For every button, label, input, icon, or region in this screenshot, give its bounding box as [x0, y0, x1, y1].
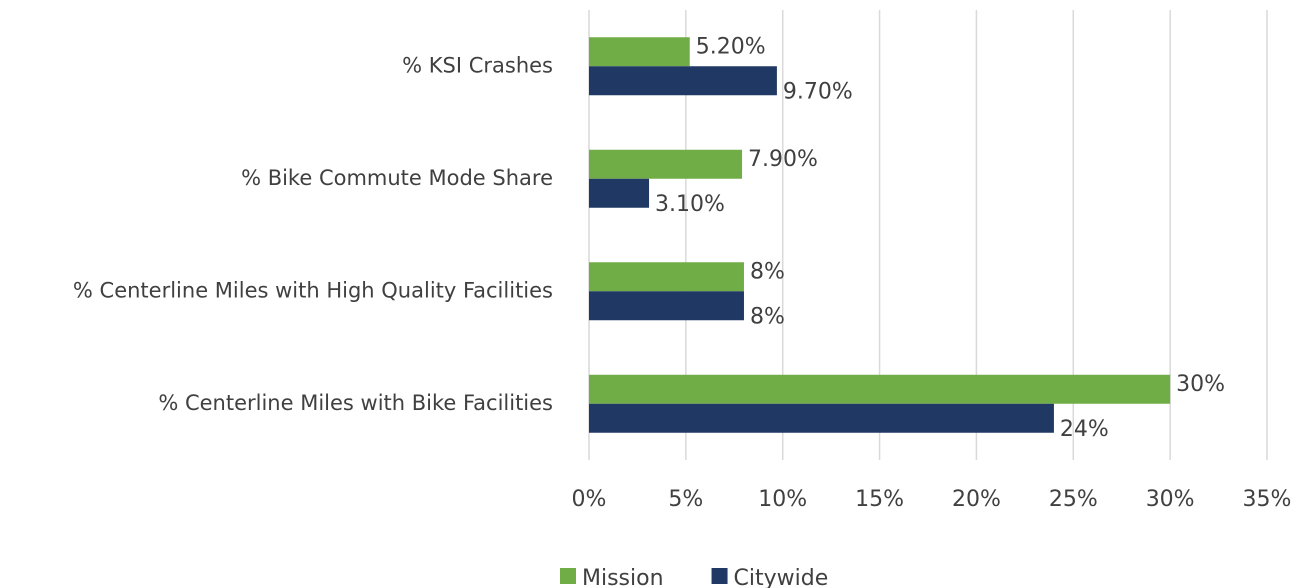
bar — [589, 149, 743, 179]
legend-label: Mission — [582, 566, 664, 588]
value-label: 3.10% — [655, 192, 725, 217]
x-tick-label: 20% — [952, 487, 1001, 512]
value-label: 24% — [1060, 417, 1109, 442]
category-label: % KSI Crashes — [402, 53, 553, 77]
bar — [589, 37, 690, 67]
value-label: 8% — [750, 259, 785, 284]
x-tick-label: 0% — [572, 487, 607, 512]
category-label: % Centerline Miles with High Quality Fac… — [73, 278, 553, 302]
bar — [589, 374, 1171, 404]
legend-swatch — [711, 568, 728, 584]
bar — [589, 262, 744, 292]
value-label: 30% — [1176, 372, 1225, 397]
legend-label: Citywide — [734, 566, 829, 588]
value-label: 7.90% — [748, 147, 818, 172]
bar — [589, 291, 744, 321]
x-tick-label: 10% — [758, 487, 807, 512]
legend-swatch — [560, 568, 576, 584]
value-label: 9.70% — [783, 79, 853, 104]
value-label: 8% — [750, 304, 785, 329]
bar — [589, 66, 777, 96]
bar — [589, 178, 650, 208]
value-label: 5.20% — [696, 34, 766, 59]
x-tick-label: 25% — [1049, 487, 1098, 512]
category-label: % Bike Commute Mode Share — [241, 166, 553, 190]
bar — [589, 403, 1054, 433]
x-tick-label: 5% — [668, 487, 703, 512]
x-tick-label: 15% — [855, 487, 904, 512]
x-tick-label: 30% — [1146, 487, 1195, 512]
x-tick-label: 35% — [1243, 487, 1292, 512]
category-label: % Centerline Miles with Bike Facilities — [158, 391, 553, 415]
